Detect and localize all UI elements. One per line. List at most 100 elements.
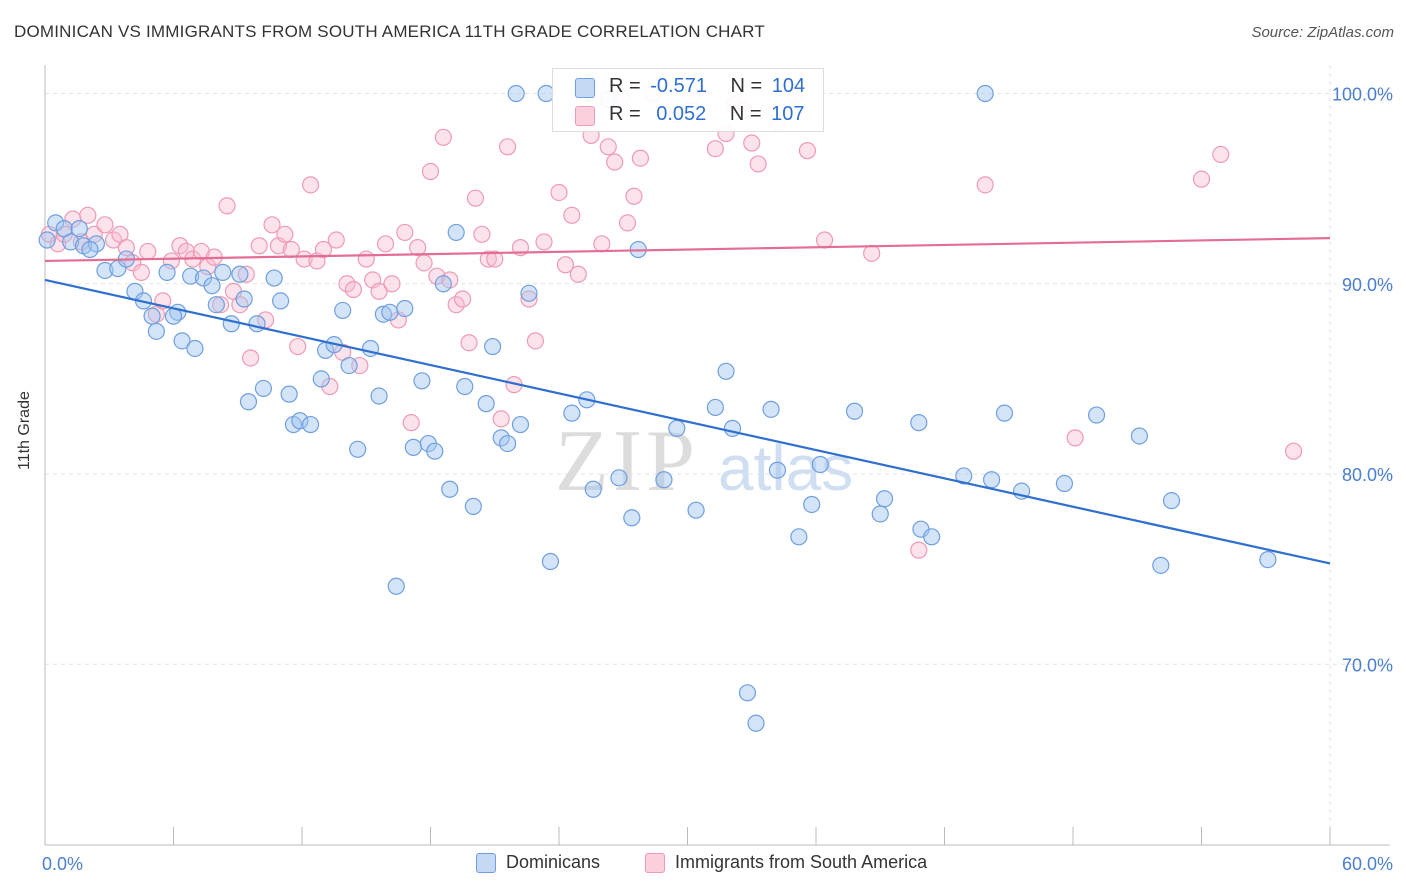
dominican-point: [687, 501, 705, 519]
dominican-point: [655, 471, 673, 489]
immigrant-point: [599, 138, 617, 156]
dominican-point: [1259, 551, 1277, 569]
dominican-point: [610, 469, 628, 487]
immigrant-point: [749, 155, 767, 173]
dominican-point: [738, 684, 757, 702]
immigrant-point: [250, 237, 268, 255]
dominican-point: [1152, 556, 1170, 574]
legend-n-value-dominicans: 104: [771, 75, 806, 97]
dominican-point: [520, 284, 538, 302]
dominican-point: [186, 339, 204, 358]
watermark-zip: ZIP: [555, 413, 699, 510]
dominican-point: [214, 263, 232, 281]
dominican-point: [511, 415, 530, 434]
immigrant-point: [863, 244, 881, 262]
dominican-point: [70, 220, 88, 238]
immigrant-point: [976, 176, 994, 194]
dominican-point: [1130, 427, 1148, 445]
immigrant-point: [618, 214, 637, 232]
dominican-point: [235, 290, 253, 308]
legend-r-label: R =: [609, 103, 641, 125]
dominican-point: [143, 307, 161, 325]
immigrant-point: [415, 254, 433, 272]
immigrant-point: [421, 162, 440, 181]
dominican-point: [239, 393, 258, 411]
dominican-point: [340, 356, 358, 375]
immigrant-point: [1066, 429, 1084, 447]
immigrant-point: [402, 414, 420, 432]
legend-swatch-immigrants: [575, 106, 595, 126]
immigrant-point: [625, 187, 643, 205]
dominican-point: [203, 277, 221, 295]
immigrants-trend-line: [44, 237, 1331, 263]
immigrant-point: [314, 240, 333, 259]
dominican-point: [976, 84, 994, 103]
dominican-point: [381, 303, 399, 321]
immigrant-point: [376, 235, 395, 253]
dominican-point: [623, 509, 641, 527]
dominican-point: [173, 332, 191, 350]
bottom-legend-swatch-dominicans: [476, 852, 496, 873]
legend-r-value-dominicans: -0.571: [650, 75, 707, 97]
immigrant-point: [466, 189, 485, 207]
immigrant-point: [139, 242, 157, 261]
immigrant-point: [1192, 170, 1211, 188]
dominican-point: [910, 414, 928, 432]
immigrant-point: [370, 282, 388, 300]
immigrant-point: [218, 197, 236, 215]
immigrant-point: [556, 256, 575, 274]
stats-legend: R = -0.571 N = 104 R = 0.052 N = 107: [552, 68, 824, 132]
dominican-point: [312, 370, 330, 388]
immigrant-point: [301, 176, 320, 194]
immigrant-point: [327, 231, 345, 249]
dominican-point: [271, 292, 290, 310]
immigrant-point: [550, 183, 568, 202]
dominican-point: [871, 505, 889, 523]
immigrant-point: [492, 410, 510, 428]
immigrant-point: [212, 296, 230, 314]
dominican-point: [291, 412, 309, 430]
dominican-point: [413, 372, 431, 390]
dominican-point: [265, 269, 283, 287]
immigrant-point: [237, 265, 255, 283]
y-tick-label: 100.0%: [1332, 85, 1393, 105]
dominican-point: [81, 240, 99, 259]
immigrant-point: [132, 263, 150, 281]
legend-n-value-immigrants: 107: [771, 103, 805, 125]
y-tick-label: 70.0%: [1342, 655, 1393, 675]
dominican-point: [404, 438, 422, 456]
dominican-point: [441, 480, 459, 498]
legend-r-value-immigrants: 0.052: [656, 103, 707, 125]
bottom-legend-item-immigrants: Immigrants from South America: [645, 852, 927, 873]
immigrant-point: [242, 349, 260, 367]
dominican-point: [464, 497, 482, 515]
dominican-point: [426, 442, 444, 460]
dominican-point: [923, 528, 941, 546]
dominican-point: [182, 267, 200, 285]
bottom-legend-label-dominicans: Dominicans: [506, 852, 601, 872]
dominican-point: [47, 214, 65, 232]
dominican-point: [447, 223, 465, 242]
immigrant-point: [910, 541, 928, 559]
dominican-point: [280, 385, 298, 403]
legend-n-label: N =: [729, 103, 762, 125]
dominican-point: [301, 415, 320, 434]
immigrant-point: [535, 233, 553, 251]
immigrant-point: [499, 138, 517, 156]
dominican-point: [717, 362, 735, 380]
immigrant-point: [593, 235, 611, 253]
dominican-point: [248, 315, 266, 333]
immigrant-point: [276, 225, 294, 243]
immigrant-point: [631, 149, 649, 167]
dominican-point: [507, 84, 525, 103]
immigrant-point: [815, 231, 834, 249]
x-tick-label: 0.0%: [42, 854, 83, 874]
immigrant-point: [563, 206, 581, 224]
dominican-point: [845, 402, 864, 420]
immigrant-point: [473, 225, 491, 243]
dominican-point: [456, 377, 474, 396]
dominican-point: [222, 315, 240, 333]
bottom-legend-item-dominicans: Dominicans: [476, 852, 600, 873]
dominican-point: [995, 404, 1014, 422]
